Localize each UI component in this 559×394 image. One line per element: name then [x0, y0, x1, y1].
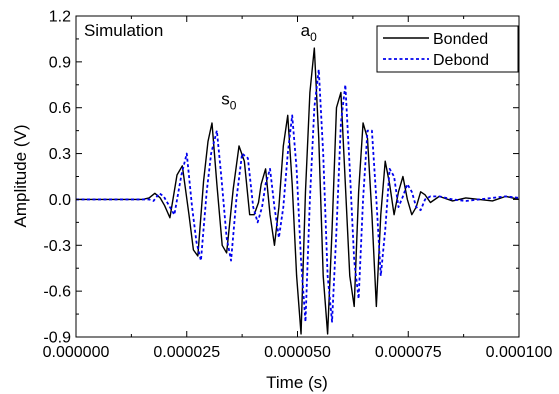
x-tick-label: 0.000050 — [264, 344, 331, 361]
y-tick-label: 0.6 — [49, 100, 71, 117]
y-tick-label: -0.9 — [43, 330, 71, 347]
annotation-subscript: 0 — [310, 30, 317, 44]
annotation-layer: Simulation s0 a0 — [84, 21, 317, 113]
y-tick-label: -0.3 — [43, 238, 71, 255]
x-tick-label: 0.000025 — [153, 344, 220, 361]
y-tick-label: 0.0 — [49, 192, 71, 209]
y-tick-label: 1.2 — [49, 9, 71, 26]
y-tick-label: 0.9 — [49, 54, 71, 71]
annotation-subscript: 0 — [230, 99, 237, 113]
ticks-layer: 0.000000 0.000025 0.000050 0.000075 0.000100… — [43, 9, 553, 362]
annotation-a-0: a0 — [301, 21, 317, 44]
legend-label-debond: Debond — [433, 52, 489, 69]
annotation-simulation: Simulation — [84, 21, 163, 40]
plot-layer — [76, 47, 520, 335]
x-tick-label: 0.000075 — [375, 344, 442, 361]
y-axis-label: Amplitude (V) — [11, 125, 30, 228]
y-tick-label: 0.3 — [49, 146, 71, 163]
x-tick-label: 0.000100 — [486, 344, 553, 361]
x-axis-label: Time (s) — [266, 373, 328, 392]
legend: Bonded Debond — [376, 25, 519, 73]
annotation-s-0: s0 — [221, 90, 237, 113]
x-tick-label: 0.000000 — [43, 344, 110, 361]
y-tick-label: -0.6 — [43, 284, 71, 301]
legend-box — [376, 25, 519, 73]
legend-label-bonded: Bonded — [433, 31, 488, 48]
series-line-bonded — [76, 47, 520, 335]
